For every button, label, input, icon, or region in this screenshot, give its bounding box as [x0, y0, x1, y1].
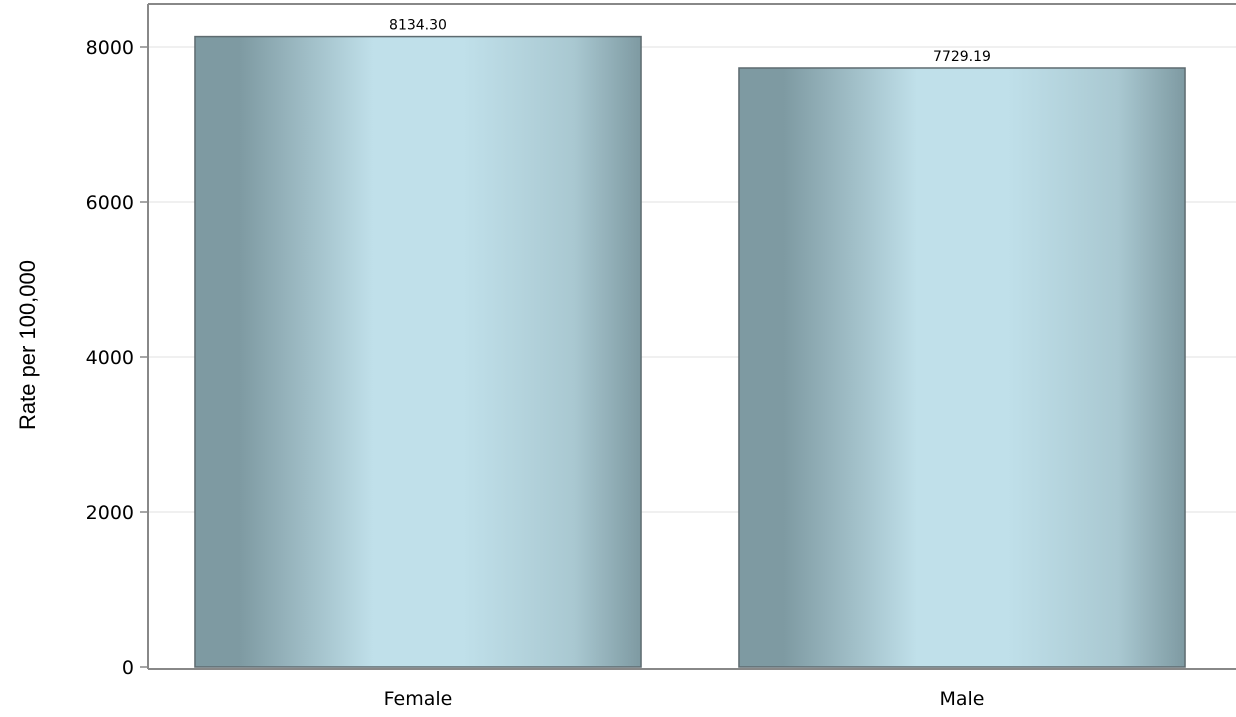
y-tick-label: 0: [122, 657, 134, 679]
y-tick-label: 4000: [86, 347, 134, 369]
x-axis-labels: Female Male: [384, 688, 985, 710]
data-label: 7729.19: [933, 49, 991, 65]
bar-female: [194, 35, 642, 668]
y-axis-ticks: 0 2000 4000 6000 8000: [86, 37, 148, 679]
bar-male: [738, 67, 1186, 668]
x-category-label: Female: [384, 688, 453, 710]
data-labels: 8134.30 7729.19: [389, 18, 991, 65]
y-tick-label: 6000: [86, 192, 134, 214]
y-axis-title: Rate per 100,000: [15, 260, 40, 430]
plot-frame: [147, 3, 1236, 670]
y-tick-label: 8000: [86, 37, 134, 59]
data-label: 8134.30: [389, 18, 447, 34]
bars: [194, 35, 1186, 668]
x-category-label: Male: [939, 688, 984, 710]
y-tick-label: 2000: [86, 502, 134, 524]
